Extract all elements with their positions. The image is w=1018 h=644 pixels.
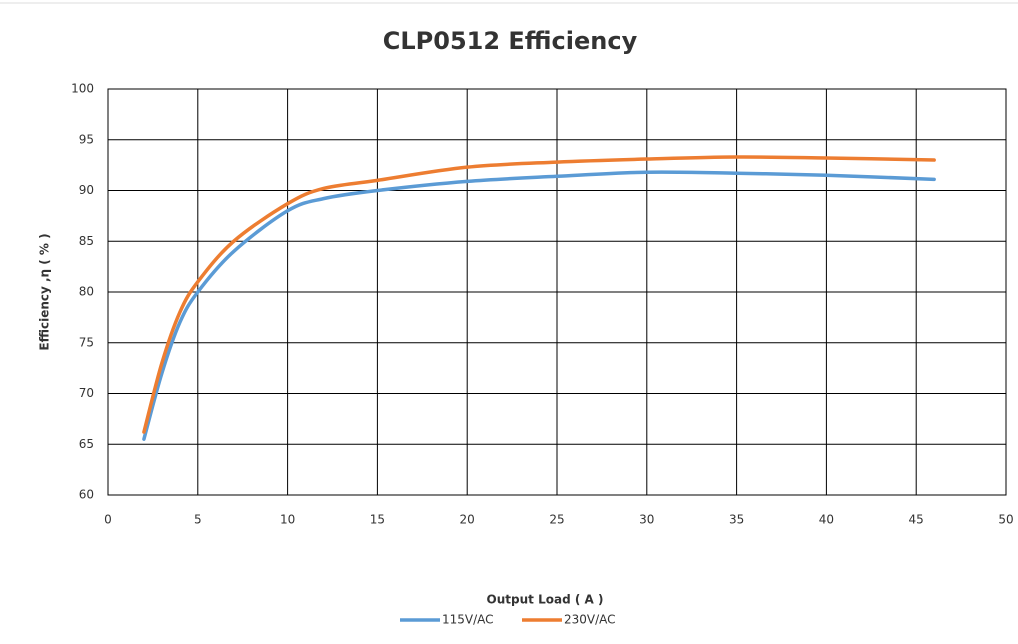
y-axis-label: Efficiency ,η ( % ) — [38, 233, 52, 350]
legend-label: 115V/AC — [442, 613, 494, 627]
series-line — [142, 170, 936, 441]
y-tick-label: 95 — [79, 132, 94, 146]
y-tick-label: 65 — [79, 437, 94, 451]
x-axis-label: Output Load ( A ) — [487, 593, 604, 607]
x-tick-label: 10 — [280, 513, 295, 527]
x-tick-label: 20 — [460, 513, 475, 527]
y-tick-label: 90 — [79, 183, 94, 197]
x-tick-label: 45 — [909, 513, 924, 527]
x-tick-label: 35 — [729, 513, 744, 527]
x-tick-label: 40 — [819, 513, 834, 527]
y-tick-label: 70 — [79, 386, 94, 400]
chart-title: CLP0512 Efficiency — [383, 27, 638, 55]
y-tick-label: 85 — [79, 234, 94, 248]
y-tick-label: 75 — [79, 335, 94, 349]
legend-label: 230V/AC — [564, 613, 616, 627]
x-tick-label: 5 — [194, 513, 202, 527]
plot-border — [107, 88, 1007, 496]
y-tick-label: 100 — [71, 82, 94, 96]
y-tick-label: 60 — [79, 488, 94, 502]
x-tick-label: 0 — [104, 513, 112, 527]
x-tick-label: 50 — [998, 513, 1013, 527]
x-tick-label: 25 — [549, 513, 564, 527]
x-tick-label: 15 — [370, 513, 385, 527]
series-line — [142, 155, 936, 434]
y-tick-label: 80 — [79, 285, 94, 299]
x-tick-label: 30 — [639, 513, 654, 527]
